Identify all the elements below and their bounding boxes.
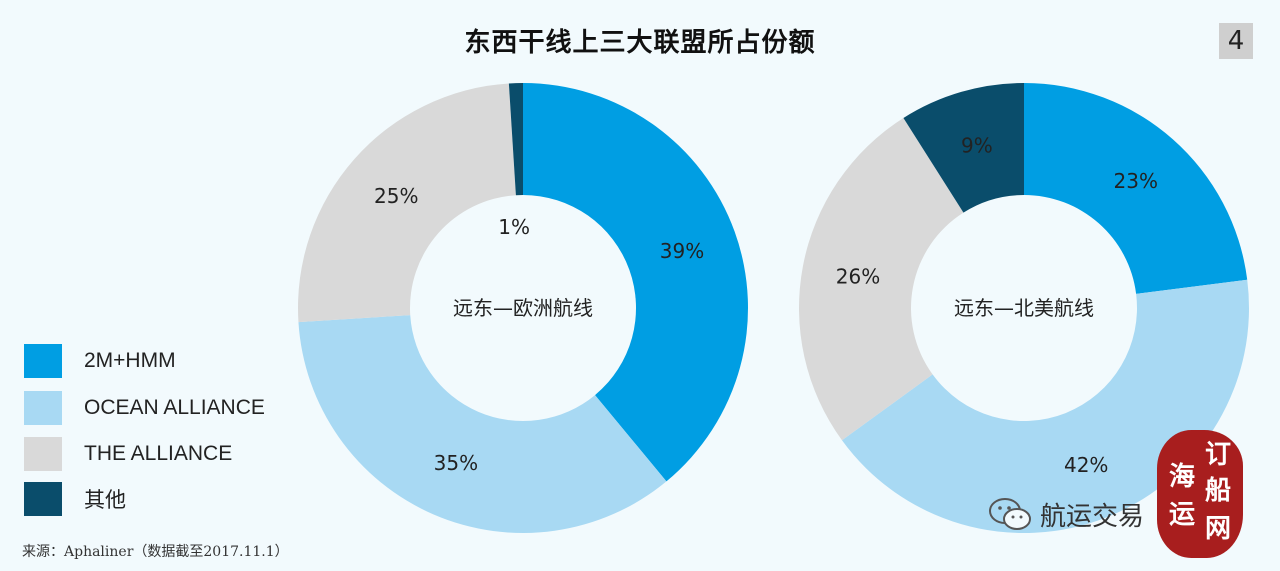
slide-title: 东西干线上三大联盟所占份额 <box>464 28 816 58</box>
donut-slice <box>298 315 667 533</box>
legend-swatch <box>24 391 62 425</box>
donut-slice <box>508 83 523 196</box>
slice-label: 1% <box>498 215 530 239</box>
page-number: 4 <box>1219 23 1253 59</box>
slice-label: 26% <box>836 264 880 288</box>
legend-item: 2M+HMM <box>24 344 176 378</box>
legend-item: OCEAN ALLIANCE <box>24 391 265 425</box>
donut-slice <box>298 83 516 323</box>
source-note: 来源：Aphaliner（数据截至2017.11.1） <box>22 544 289 560</box>
slice-label: 35% <box>434 451 478 475</box>
legend-swatch <box>24 482 62 516</box>
legend-swatch <box>24 344 62 378</box>
slice-label: 25% <box>374 184 418 208</box>
legend-label: OCEAN ALLIANCE <box>84 396 265 419</box>
legend-label: THE ALLIANCE <box>84 442 233 465</box>
chart-center-title: 远东—欧洲航线 <box>453 296 593 320</box>
seal-logo: 订 船 网 海 运 <box>1157 430 1243 558</box>
slice-label: 9% <box>961 134 993 158</box>
legend-label: 2M+HMM <box>84 349 176 372</box>
wechat-icon <box>988 497 1032 533</box>
legend-item: 其他 <box>24 482 126 516</box>
slice-label: 42% <box>1064 453 1108 477</box>
donut-slice <box>799 118 964 441</box>
legend-label: 其他 <box>84 489 126 512</box>
watermark-text: 航运交易 <box>1040 502 1145 532</box>
slice-label: 23% <box>1114 169 1158 193</box>
donut-chart-far-east-europe: 39% 35% 25% 1% 远东—欧洲航线 <box>298 83 748 533</box>
donut-slice <box>903 83 1024 213</box>
donut-chart-far-east-north-america: 23% 42% 26% 9% 远东—北美航线 <box>799 83 1250 534</box>
wechat-watermark: 航运交易 <box>988 496 1144 533</box>
donut-slice <box>841 279 1250 534</box>
slice-label: 39% <box>660 239 704 263</box>
donut-slice <box>1024 83 1248 294</box>
legend-item: THE ALLIANCE <box>24 437 232 471</box>
chart-center-title: 远东—北美航线 <box>954 296 1094 320</box>
donut-slice <box>523 83 748 482</box>
legend-swatch <box>24 437 62 471</box>
